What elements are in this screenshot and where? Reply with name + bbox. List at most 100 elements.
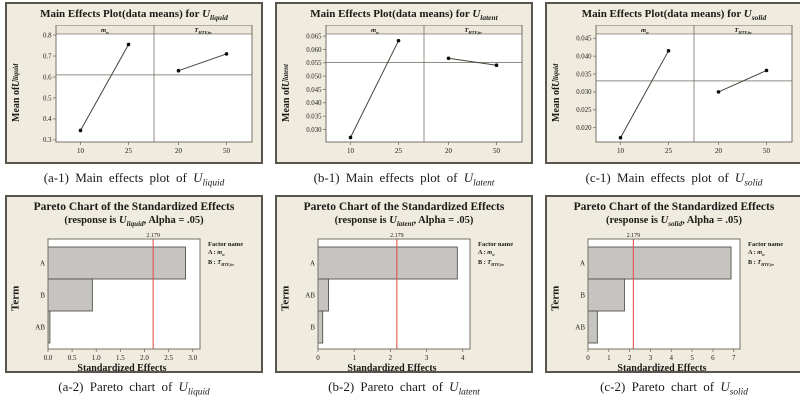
svg-text:0.6: 0.6 [43, 74, 52, 81]
svg-text:20: 20 [445, 147, 453, 155]
svg-text:0.030: 0.030 [306, 127, 322, 134]
legend-item-b: B : THTF,in [208, 258, 234, 268]
title-line-2: (response is Uliquid, Alpha = .05) [64, 214, 204, 228]
svg-text:0.7: 0.7 [43, 54, 52, 61]
pareto-card-latent: Pareto Chart of the Standardized Effects… [275, 194, 533, 374]
plot-body: Term A B AB 2.179 0 1 2 3 4 5 6 7 Factor name A : m… [549, 231, 799, 365]
main-effects-plot-latent: mw 10 25 THTF,in 20 50 0.030 0.035 0.040 0.045 0.0… [306, 25, 523, 155]
pareto-plot-latent: A AB B 2.179 0 1 2 3 4 [305, 233, 471, 362]
svg-text:2.0: 2.0 [140, 354, 149, 362]
title-line-2: (response is Usolid, Alpha = .05) [605, 214, 743, 228]
svg-text:0.040: 0.040 [306, 100, 322, 107]
svg-text:0.5: 0.5 [43, 95, 52, 102]
svg-text:6: 6 [711, 354, 715, 362]
column-a: Main Effects Plot(data means) for Uliqui… [5, 2, 263, 408]
svg-text:0.035: 0.035 [306, 114, 322, 121]
pareto-card-solid: Pareto Chart of the Standardized Effects… [545, 194, 800, 374]
svg-text:1: 1 [607, 354, 611, 362]
svg-text:20: 20 [175, 147, 183, 155]
pareto-card-liquid: Pareto Chart of the Standardized Effects… [5, 194, 263, 374]
svg-text:mw: mw [371, 27, 379, 35]
legend-item-a: A : mw [748, 248, 765, 257]
factor-legend: Factor name A : mw B : THTF,in [208, 231, 259, 365]
y-axis-label: Term [9, 285, 22, 311]
svg-text:AB: AB [305, 291, 315, 299]
plot-body: Term A AB B 2.179 0 1 2 3 4 Factor name A : mw B… [279, 231, 529, 365]
svg-text:mw: mw [641, 27, 649, 35]
svg-text:0.030: 0.030 [576, 89, 592, 96]
svg-text:2.179: 2.179 [627, 233, 641, 239]
svg-text:0.020: 0.020 [576, 125, 592, 132]
svg-text:2.179: 2.179 [146, 233, 160, 239]
svg-text:0.025: 0.025 [576, 107, 592, 114]
chart-caption: (b-2) Pareto chart of Ulatent [328, 378, 480, 398]
svg-text:THTF,in: THTF,in [194, 27, 212, 35]
svg-text:3: 3 [425, 354, 429, 362]
svg-text:0: 0 [316, 354, 320, 362]
svg-text:0.045: 0.045 [576, 36, 592, 43]
svg-text:0.040: 0.040 [576, 54, 592, 61]
svg-text:0.035: 0.035 [576, 72, 592, 79]
svg-text:7: 7 [732, 354, 736, 362]
x-axis-label: Standardized Effects [347, 362, 437, 374]
plot-body: Term A B AB 2.179 0.0 0.5 1.0 1.5 2.0 2.5 3.0 Fact… [9, 231, 259, 365]
svg-text:4: 4 [461, 354, 465, 362]
column-c: Main Effects Plot(data means) for Usolid… [545, 2, 800, 408]
svg-text:0.0: 0.0 [44, 354, 53, 362]
svg-text:25: 25 [395, 147, 403, 155]
x-axis-label: Standardized Effects [77, 362, 167, 374]
main-effects-plot-liquid: mw 10 25 THTF,in 20 50 0.3 0.4 0.5 0.6 0.7 0.8 [43, 25, 253, 155]
factor-legend: Factor name A : mw B : THTF,in [478, 231, 529, 365]
svg-text:0.5: 0.5 [68, 354, 77, 362]
svg-text:AB: AB [575, 323, 585, 331]
title-line-1: Pareto Chart of the Standardized Effects [303, 200, 505, 213]
chart-caption: (c-2) Pareto chart of Usolid [600, 378, 748, 398]
svg-text:50: 50 [223, 147, 231, 155]
svg-text:5: 5 [690, 354, 694, 362]
chart-title: Pareto Chart of the Standardized Effects… [279, 201, 529, 231]
main-effects-card-liquid: Main Effects Plot(data means) for Uliqui… [5, 2, 263, 164]
chart-caption: (a-1) Main effects plot of Uliquid [43, 170, 225, 189]
svg-text:0.3: 0.3 [43, 137, 52, 144]
legend-item-a: A : mw [208, 248, 225, 257]
svg-text:10: 10 [617, 147, 625, 155]
svg-text:3: 3 [649, 354, 653, 362]
y-axis-label: Term [549, 285, 562, 311]
svg-text:0.060: 0.060 [306, 47, 322, 54]
legend-item-a: A : mw [478, 248, 495, 257]
svg-text:10: 10 [347, 147, 355, 155]
svg-text:50: 50 [763, 147, 771, 155]
svg-text:mw: mw [101, 27, 109, 35]
x-axis-label: Standardized Effects [617, 362, 707, 374]
chart-title: Pareto Chart of the Standardized Effects… [9, 201, 259, 231]
factor-legend: Factor name A : mw B : THTF,in [748, 231, 799, 365]
svg-text:0.8: 0.8 [43, 33, 52, 40]
legend-title: Factor name [748, 240, 784, 248]
chart-caption: (c-1) Main effects plot of Usolid [585, 170, 763, 189]
chart-caption: (b-1) Main effects plot of Ulatent [313, 170, 495, 189]
svg-text:2: 2 [628, 354, 632, 362]
svg-text:0.055: 0.055 [306, 60, 322, 67]
title-line-1: Pareto Chart of the Standardized Effects [33, 200, 235, 213]
chart-title: Main Effects Plot(data means) for Uliqui… [40, 8, 228, 23]
legend-title: Factor name [208, 240, 244, 248]
y-axis-label: Term [279, 285, 292, 311]
svg-text:3.0: 3.0 [188, 354, 197, 362]
svg-text:AB: AB [35, 323, 45, 331]
svg-text:25: 25 [665, 147, 673, 155]
chart-title: Main Effects Plot(data means) for Ulaten… [310, 8, 498, 23]
svg-text:2: 2 [389, 354, 393, 362]
svg-text:2.5: 2.5 [164, 354, 173, 362]
svg-text:0.065: 0.065 [306, 34, 322, 41]
main-effects-card-solid: Main Effects Plot(data means) for Usolid… [545, 2, 800, 164]
svg-text:0.045: 0.045 [306, 87, 322, 94]
svg-text:A: A [580, 259, 585, 267]
chart-caption: (a-2) Pareto chart of Uliquid [58, 378, 210, 398]
